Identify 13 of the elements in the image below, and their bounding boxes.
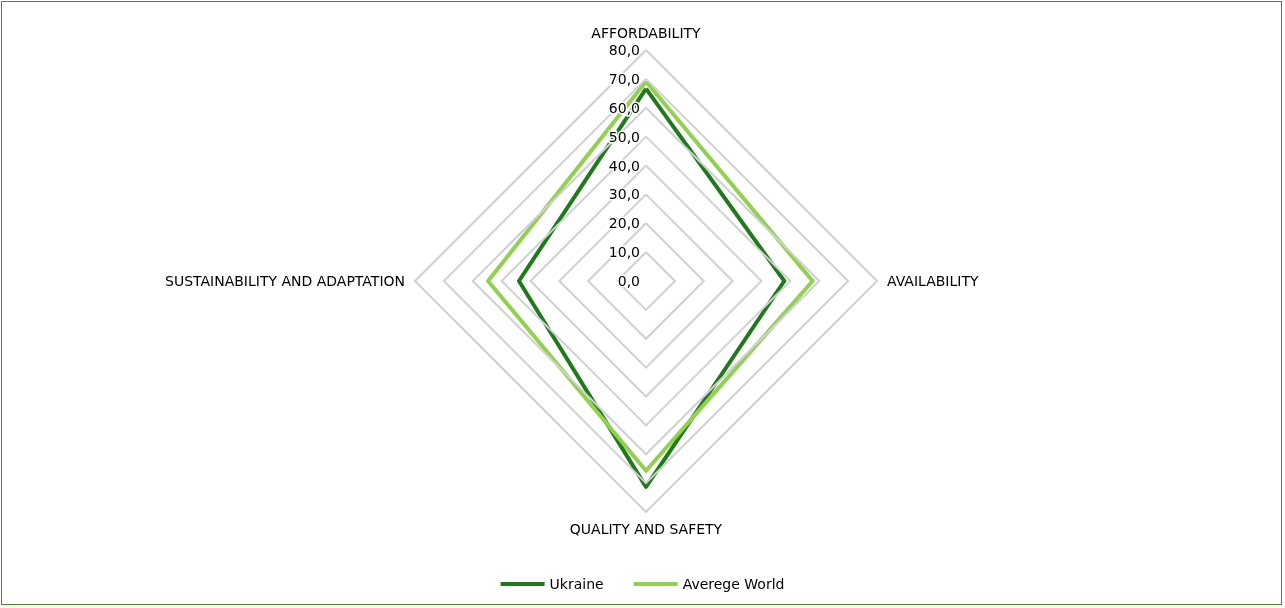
y-tick-label: 80,0 xyxy=(608,42,640,58)
y-tick-label: 30,0 xyxy=(608,186,640,203)
spoke-label: QUALITY AND SAFETY xyxy=(569,521,723,537)
spoke-label: AFFORDABILITY xyxy=(591,25,702,41)
y-tick-label: 0,0 xyxy=(617,273,640,289)
y-tick-label: 70,0 xyxy=(608,70,640,87)
spoke-label: SUSTAINABILITY AND ADAPTATION xyxy=(165,273,405,289)
y-tick-label: 40,0 xyxy=(608,157,640,174)
y-tick-label: 10,0 xyxy=(608,244,640,261)
spoke-label: AVAILABILITY xyxy=(887,273,979,289)
legend-label: Averege World xyxy=(682,576,785,592)
y-tick-label: 20,0 xyxy=(608,215,640,232)
legend-label: Ukraine xyxy=(549,576,604,592)
